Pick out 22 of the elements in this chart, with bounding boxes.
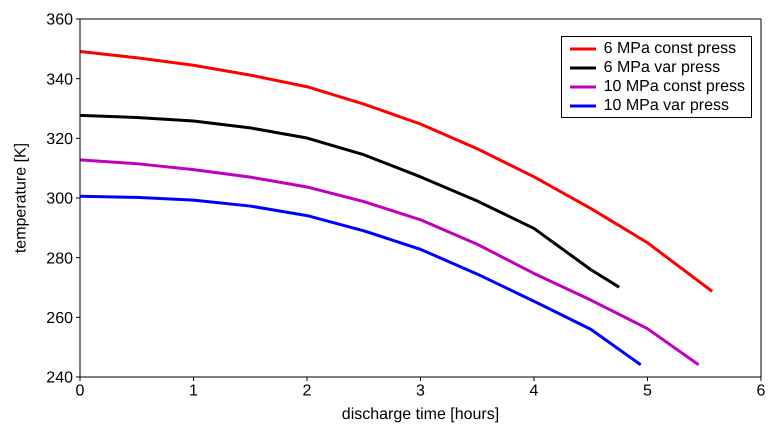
line-series — [80, 194, 642, 366]
y-tick-label: 260 — [46, 310, 74, 328]
x-tick-label: 6 — [756, 382, 766, 400]
x-tick-label: 1 — [189, 382, 198, 400]
y-tick-label: 360 — [46, 12, 74, 29]
x-tick-label: 2 — [302, 382, 312, 400]
legend-label: 6 MPa const press — [604, 39, 736, 58]
legend-label: 10 MPa const press — [604, 77, 745, 96]
y-tick-label: 340 — [46, 71, 74, 88]
y-tick-label: 240 — [46, 370, 74, 387]
x-tick-label: 3 — [416, 382, 426, 400]
line-series — [80, 158, 700, 366]
x-tick-label: 4 — [530, 382, 539, 400]
y-axis-title: temperature [K] — [12, 142, 30, 254]
x-axis-title: discharge time [hours] — [342, 406, 500, 423]
x-tick-label: 5 — [643, 382, 652, 400]
legend-label: 10 MPa var press — [604, 96, 729, 115]
legend-label: 6 MPa var press — [604, 58, 720, 77]
y-tick-label: 280 — [46, 250, 74, 268]
y-tick-label: 320 — [46, 131, 74, 148]
x-tick-label: 0 — [76, 382, 85, 400]
y-tick-label: 300 — [46, 190, 74, 208]
